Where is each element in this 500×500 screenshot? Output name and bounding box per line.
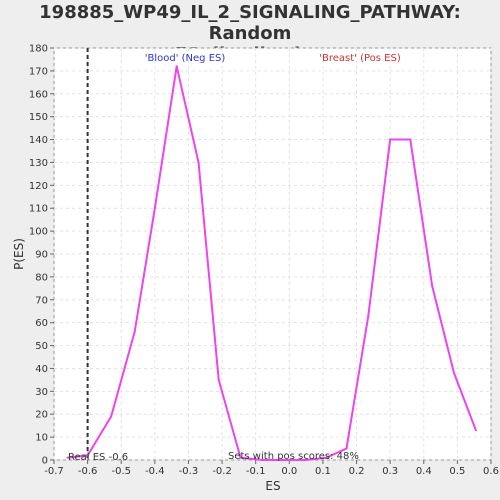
real-es-label: Real ES -0.6: [68, 452, 128, 463]
x-tick-label: -0.1: [246, 466, 266, 477]
y-tick-label: 0: [42, 456, 48, 467]
y-tick-label: 70: [35, 295, 48, 306]
y-tick-label: 140: [29, 135, 48, 146]
data-point: [153, 207, 156, 210]
x-tick-label: 0.4: [416, 466, 432, 477]
y-tick-label: 20: [35, 410, 48, 421]
data-point: [197, 161, 200, 164]
y-tick-label: 160: [29, 89, 48, 100]
sets-with-pos-scores-label: Sets with pos scores: 48%: [228, 451, 359, 462]
y-tick-label: 180: [29, 44, 48, 55]
pos-es-label: 'Breast' (Pos ES): [319, 53, 401, 64]
y-tick-label: 170: [29, 66, 48, 77]
data-point: [453, 372, 456, 375]
x-tick-label: 0.1: [315, 466, 331, 477]
x-tick-label: 0.6: [483, 466, 499, 477]
data-point: [110, 415, 113, 418]
y-tick-label: 110: [29, 204, 48, 215]
data-point: [86, 454, 89, 457]
data-point: [305, 459, 308, 461]
y-tick-label: 120: [29, 181, 48, 192]
y-tick-label: 100: [29, 227, 48, 238]
data-point: [133, 330, 136, 333]
data-point: [281, 459, 284, 461]
x-tick-label: 0.5: [449, 466, 465, 477]
data-point: [66, 456, 69, 459]
data-point: [409, 138, 412, 141]
series-line: [67, 66, 477, 461]
y-tick-label: 10: [35, 433, 48, 444]
x-tick-label: 0.2: [349, 466, 365, 477]
x-tick-label: -0.4: [145, 466, 165, 477]
data-point: [175, 65, 178, 68]
x-tick-label: -0.7: [44, 466, 64, 477]
x-tick-label: -0.3: [179, 466, 199, 477]
x-tick-label: -0.5: [111, 466, 131, 477]
x-tick-label: 0.0: [281, 466, 297, 477]
y-tick-label: 40: [35, 364, 48, 375]
series-points: [66, 65, 477, 461]
x-axis-label: ES: [265, 479, 280, 493]
data-point: [345, 447, 348, 450]
x-tick-label: -0.2: [212, 466, 232, 477]
neg-es-label: 'Blood' (Neg ES): [145, 53, 226, 64]
chart-title-line-1: 198885_WP49_IL_2_SIGNALING_PATHWAY: Rand…: [39, 2, 461, 44]
x-axis-ticks: -0.7 -0.6 -0.5 -0.4 -0.3 -0.2 -0.1 0.0 0.1 0.2 0.3…: [44, 460, 499, 477]
data-point: [474, 429, 477, 432]
y-axis-ticks: 0 10 20 30 40 50 60 70 80 90 100 110 120 130 140 150 160…: [29, 44, 54, 467]
data-point: [389, 138, 392, 141]
y-tick-label: 80: [35, 272, 48, 283]
y-tick-label: 130: [29, 158, 48, 169]
x-tick-label: -0.6: [78, 466, 98, 477]
data-point: [431, 285, 434, 288]
data-point: [261, 459, 264, 461]
y-tick-label: 30: [35, 387, 48, 398]
data-point: [325, 456, 328, 459]
y-tick-label: 60: [35, 318, 48, 329]
y-tick-label: 150: [29, 112, 48, 123]
x-tick-label: 0.3: [382, 466, 398, 477]
y-tick-label: 90: [35, 250, 48, 261]
y-tick-label: 50: [35, 341, 48, 352]
data-point: [239, 456, 242, 459]
y-axis-label: P(ES): [12, 238, 26, 270]
data-point: [217, 378, 220, 381]
data-point: [367, 314, 370, 317]
